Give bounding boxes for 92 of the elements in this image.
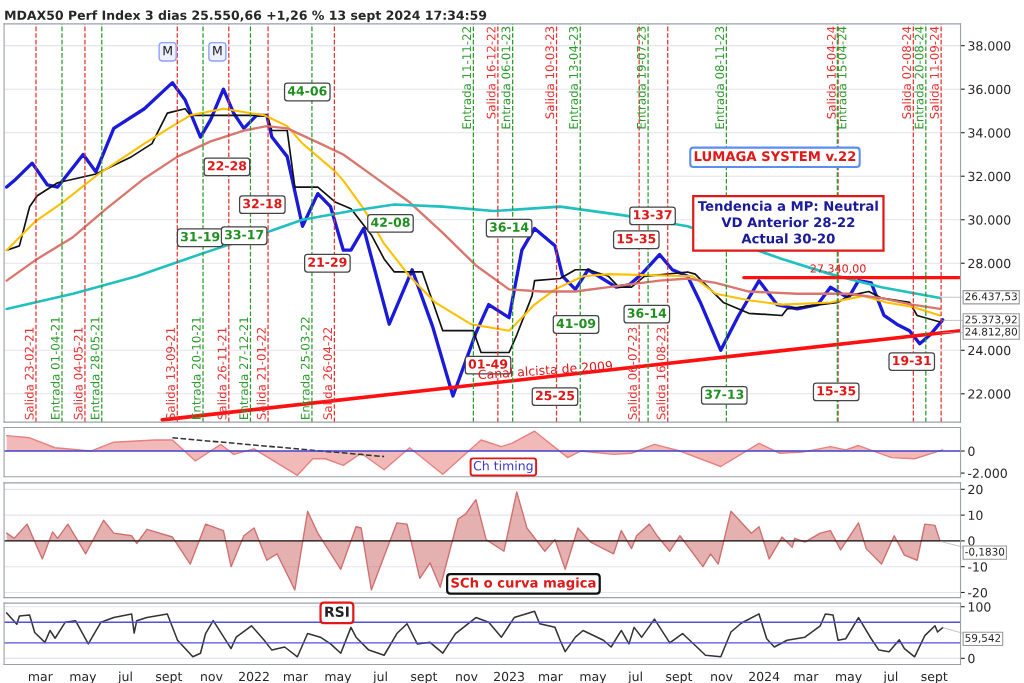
ref-line-label: Salida 04-05-21 bbox=[73, 327, 83, 420]
annotation: 37-13 bbox=[705, 389, 744, 400]
ref-line-label: Salida 16-08-23 bbox=[656, 327, 666, 420]
annotation: Ch timing bbox=[473, 460, 533, 473]
y-tick-label: 22.000 bbox=[968, 389, 1011, 399]
annotation: RSI bbox=[325, 606, 349, 617]
annotation: Tendencia a MP: Neutral VD Anterior 28-22 Actual 30-20 bbox=[697, 200, 878, 244]
annotation: 24.812,80 bbox=[965, 327, 1017, 337]
x-tick-label: may bbox=[70, 674, 97, 683]
ref-line-label: Entrada 15-04-24 bbox=[837, 26, 847, 129]
y-tick-label: 38.000 bbox=[968, 41, 1011, 51]
annotation: 32-18 bbox=[243, 198, 282, 209]
ref-line-label: Entrada 19-07-23 bbox=[636, 26, 646, 129]
x-tick-label: jul bbox=[627, 671, 642, 683]
ref-line-label: Salida 16-04-24 bbox=[826, 26, 836, 119]
chart-title: MDAX50 Perf Index 3 dias 25.550,66 +1,26 % 13 sept 2024 17:34:59 bbox=[5, 10, 487, 23]
annotation: M bbox=[213, 46, 222, 56]
y-tick-label: 10 bbox=[968, 510, 983, 521]
y-tick-label: 36.000 bbox=[968, 84, 1011, 95]
annotation: SCh o curva magica bbox=[451, 577, 596, 591]
ref-line-label: Salida 23-02-21 bbox=[24, 327, 34, 420]
ref-line-label: Salida 16-12-22 bbox=[486, 27, 496, 119]
x-tick-label: mar bbox=[284, 674, 308, 682]
annotation: 33-17 bbox=[225, 229, 264, 240]
y-tick-label: 24.000 bbox=[968, 345, 1011, 356]
x-tick-label: jul bbox=[372, 671, 387, 683]
y-tick-label: -20 bbox=[968, 587, 988, 598]
y-tick-label: 0 bbox=[968, 446, 975, 456]
annotation: 21-29 bbox=[308, 257, 347, 267]
y-tick-label: 30.000 bbox=[968, 215, 1011, 225]
y-tick-label: 100 bbox=[968, 602, 991, 612]
annotation: 41-09 bbox=[556, 318, 596, 329]
annotation: 22-28 bbox=[207, 161, 247, 171]
x-tick-label: may bbox=[325, 674, 352, 683]
x-tick-label: mar bbox=[794, 674, 819, 682]
ref-line-label: Entrada 20-10-21 bbox=[191, 317, 201, 419]
ref-line-label: Entrada 27-12-21 bbox=[239, 317, 249, 419]
x-tick-label: 2023 bbox=[494, 671, 524, 682]
annotation: -0,1830 bbox=[965, 547, 1005, 557]
annotation: M bbox=[163, 46, 172, 56]
x-tick-label: mar bbox=[539, 674, 563, 682]
annotation: 31-19 bbox=[181, 231, 220, 242]
x-tick-label: jul bbox=[883, 671, 898, 683]
annotation: 42-08 bbox=[371, 217, 410, 228]
y-tick-label: 28.000 bbox=[968, 258, 1011, 269]
y-tick-label: 32.000 bbox=[968, 171, 1011, 182]
annotation: LUMAGA SYSTEM v.22 bbox=[694, 151, 856, 162]
ref-line-label: Salida 02-08-24 bbox=[901, 26, 912, 119]
ref-line-label: Salida 11-09-24 bbox=[929, 26, 939, 119]
annotation: 25-25 bbox=[535, 390, 575, 401]
ref-line-label: Entrada 08-11-23 bbox=[714, 26, 725, 129]
x-tick-label: 2024 bbox=[749, 671, 780, 682]
annotation: 19-31 bbox=[893, 355, 931, 366]
x-tick-label: sept bbox=[156, 672, 183, 683]
annotation: 15-35 bbox=[617, 233, 656, 244]
annotation: 25.373,92 bbox=[965, 315, 1017, 325]
ref-line-label: Entrada 11-11-22 bbox=[461, 27, 472, 129]
x-tick-label: jul bbox=[117, 671, 132, 683]
ref-line-label: Entrada 06-01-23 bbox=[501, 26, 511, 129]
x-tick-label: sept bbox=[921, 672, 948, 683]
ref-line-label: Salida 06-07-23 bbox=[627, 327, 637, 420]
x-tick-label: 2022 bbox=[239, 671, 269, 682]
y-tick-label: 20 bbox=[968, 484, 983, 495]
y-tick-label: -10 bbox=[968, 562, 988, 572]
x-tick-label: nov bbox=[711, 674, 733, 682]
ref-line-label: Salida 10-03-23 bbox=[545, 26, 555, 119]
ref-line-label: Entrada 28-05-21 bbox=[90, 317, 100, 419]
x-tick-label: nov bbox=[201, 674, 223, 682]
x-tick-label: mar bbox=[28, 674, 53, 682]
x-tick-label: may bbox=[836, 674, 862, 683]
annotation: 36-14 bbox=[627, 308, 667, 318]
x-tick-label: sept bbox=[411, 672, 438, 683]
annotation: 26.437,53 bbox=[965, 292, 1017, 302]
ref-line-label: Entrada 20-08-24 bbox=[914, 26, 924, 129]
annotation: 15-35 bbox=[817, 386, 856, 396]
ref-line-label: Entrada 13-04-23 bbox=[568, 26, 578, 129]
annotation: 13-37 bbox=[633, 210, 672, 220]
ref-line-label: Entrada 25-03-22 bbox=[300, 317, 310, 419]
x-tick-label: nov bbox=[456, 674, 478, 682]
y-tick-label: 0 bbox=[968, 536, 975, 546]
ref-line-label: Salida 13-09-21 bbox=[165, 327, 175, 420]
y-tick-label: -2.000 bbox=[968, 468, 1007, 479]
ref-line-label: Salida 26-04-22 bbox=[322, 327, 333, 420]
ref-line-label: Entrada 01-04-21 bbox=[50, 317, 60, 419]
y-tick-label: 34.000 bbox=[968, 128, 1011, 138]
annotation: 01-49 bbox=[468, 359, 508, 369]
annotation: 59,542 bbox=[965, 634, 1001, 643]
x-tick-label: sept bbox=[666, 672, 693, 683]
x-tick-label: may bbox=[580, 674, 607, 683]
annotation: 44-06 bbox=[287, 86, 327, 96]
y-tick-label: 0 bbox=[968, 653, 975, 664]
annotation: 36-14 bbox=[489, 222, 529, 232]
